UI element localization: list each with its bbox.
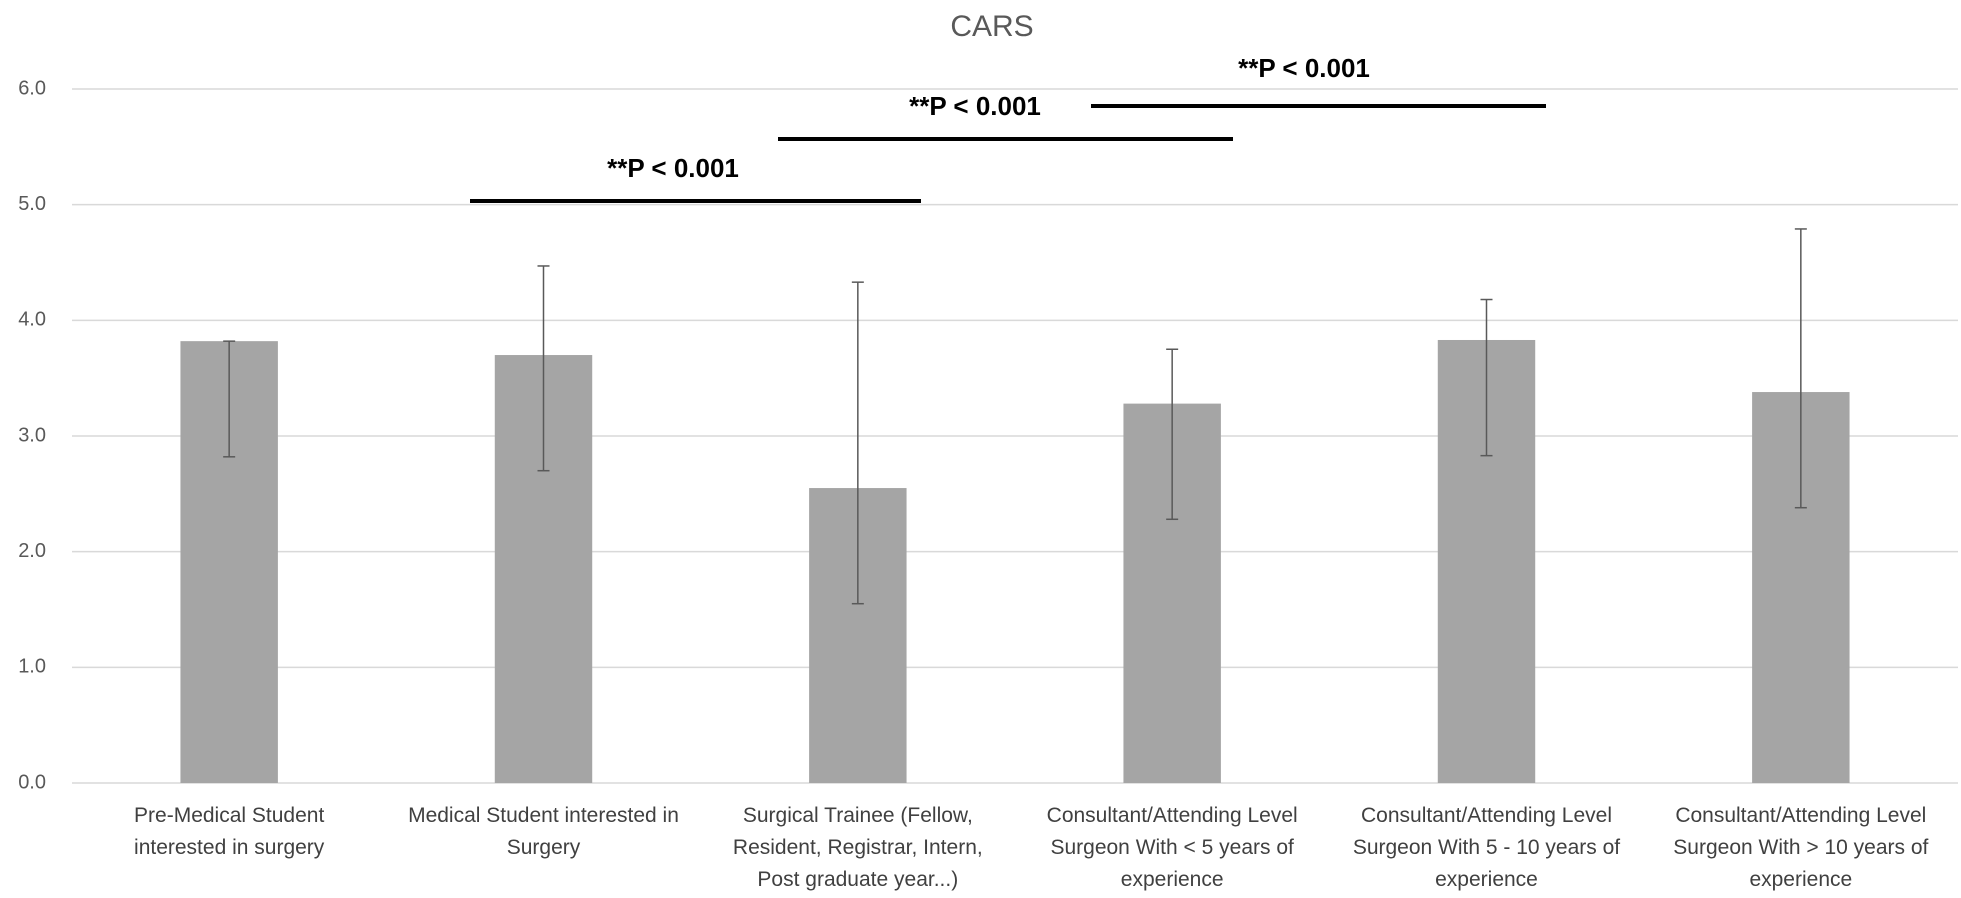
y-tick-label: 5.0 xyxy=(18,193,46,215)
y-tick-label: 3.0 xyxy=(18,424,46,446)
annotation: **P < 0.001 xyxy=(909,91,1041,121)
annotation: **P < 0.001 xyxy=(1238,53,1370,83)
x-tick-label: Pre-Medical Student interested in surger… xyxy=(134,804,325,859)
annotation: **P < 0.001 xyxy=(607,153,739,183)
error-bar xyxy=(1480,298,1493,457)
y-tick-label: 2.0 xyxy=(18,540,46,562)
error-bar xyxy=(1166,348,1179,521)
error-bar xyxy=(1794,228,1807,509)
y-tick-label: 6.0 xyxy=(18,77,46,99)
x-tick-label: Consultant/Attending Level Surgeon With … xyxy=(1352,804,1621,891)
x-tick-label: Medical Student interested in Surgery xyxy=(408,804,679,859)
y-tick-label: 1.0 xyxy=(18,656,46,678)
error-bar xyxy=(851,281,864,605)
x-tick-label: Consultant/Attending Level Surgeon With … xyxy=(1046,804,1298,891)
error-bar xyxy=(223,340,236,458)
x-tick-label: Consultant/Attending Level Surgeon With … xyxy=(1673,804,1929,891)
x-tick-label: Surgical Trainee (Fellow, Resident, Regi… xyxy=(732,804,983,891)
y-tick-label: 4.0 xyxy=(18,309,46,331)
error-bar xyxy=(537,265,550,472)
chart-title: CARS xyxy=(950,10,1033,43)
y-tick-label: 0.0 xyxy=(18,771,46,793)
